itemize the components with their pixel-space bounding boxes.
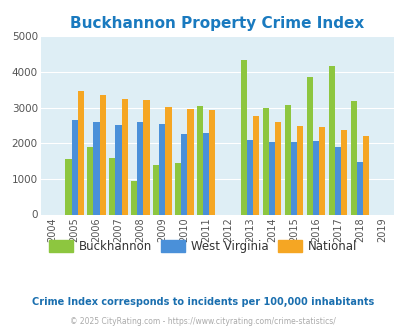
Bar bbox=[318, 127, 324, 214]
Text: Crime Index corresponds to incidents per 100,000 inhabitants: Crime Index corresponds to incidents per… bbox=[32, 297, 373, 307]
Bar bbox=[284, 106, 290, 214]
Bar bbox=[262, 108, 269, 214]
Bar bbox=[175, 163, 181, 215]
Bar bbox=[196, 106, 202, 214]
Bar bbox=[202, 133, 209, 214]
Bar bbox=[121, 99, 128, 214]
Bar bbox=[209, 111, 215, 214]
Bar bbox=[269, 142, 275, 214]
Bar bbox=[65, 159, 71, 214]
Bar bbox=[137, 122, 143, 214]
Bar bbox=[275, 122, 281, 214]
Bar bbox=[334, 147, 340, 214]
Bar bbox=[159, 124, 165, 214]
Bar bbox=[71, 120, 77, 214]
Legend: Buckhannon, West Virginia, National: Buckhannon, West Virginia, National bbox=[44, 236, 361, 258]
Text: © 2025 CityRating.com - https://www.cityrating.com/crime-statistics/: © 2025 CityRating.com - https://www.city… bbox=[70, 317, 335, 326]
Bar bbox=[109, 158, 115, 214]
Bar bbox=[290, 142, 296, 214]
Bar bbox=[328, 66, 334, 214]
Bar bbox=[165, 107, 171, 214]
Bar bbox=[131, 181, 137, 214]
Bar bbox=[153, 165, 159, 215]
Bar bbox=[181, 134, 187, 214]
Bar bbox=[115, 125, 121, 214]
Bar bbox=[340, 130, 346, 214]
Bar bbox=[99, 95, 105, 214]
Bar bbox=[240, 60, 246, 214]
Bar bbox=[77, 91, 83, 214]
Bar bbox=[246, 140, 253, 214]
Bar bbox=[356, 162, 362, 214]
Bar bbox=[87, 147, 93, 214]
Title: Buckhannon Property Crime Index: Buckhannon Property Crime Index bbox=[70, 16, 363, 31]
Bar bbox=[143, 100, 149, 214]
Bar bbox=[312, 141, 318, 214]
Bar bbox=[296, 126, 303, 214]
Bar bbox=[187, 109, 193, 214]
Bar bbox=[350, 101, 356, 214]
Bar bbox=[362, 136, 368, 214]
Bar bbox=[93, 122, 99, 214]
Bar bbox=[306, 77, 312, 214]
Bar bbox=[253, 116, 259, 214]
